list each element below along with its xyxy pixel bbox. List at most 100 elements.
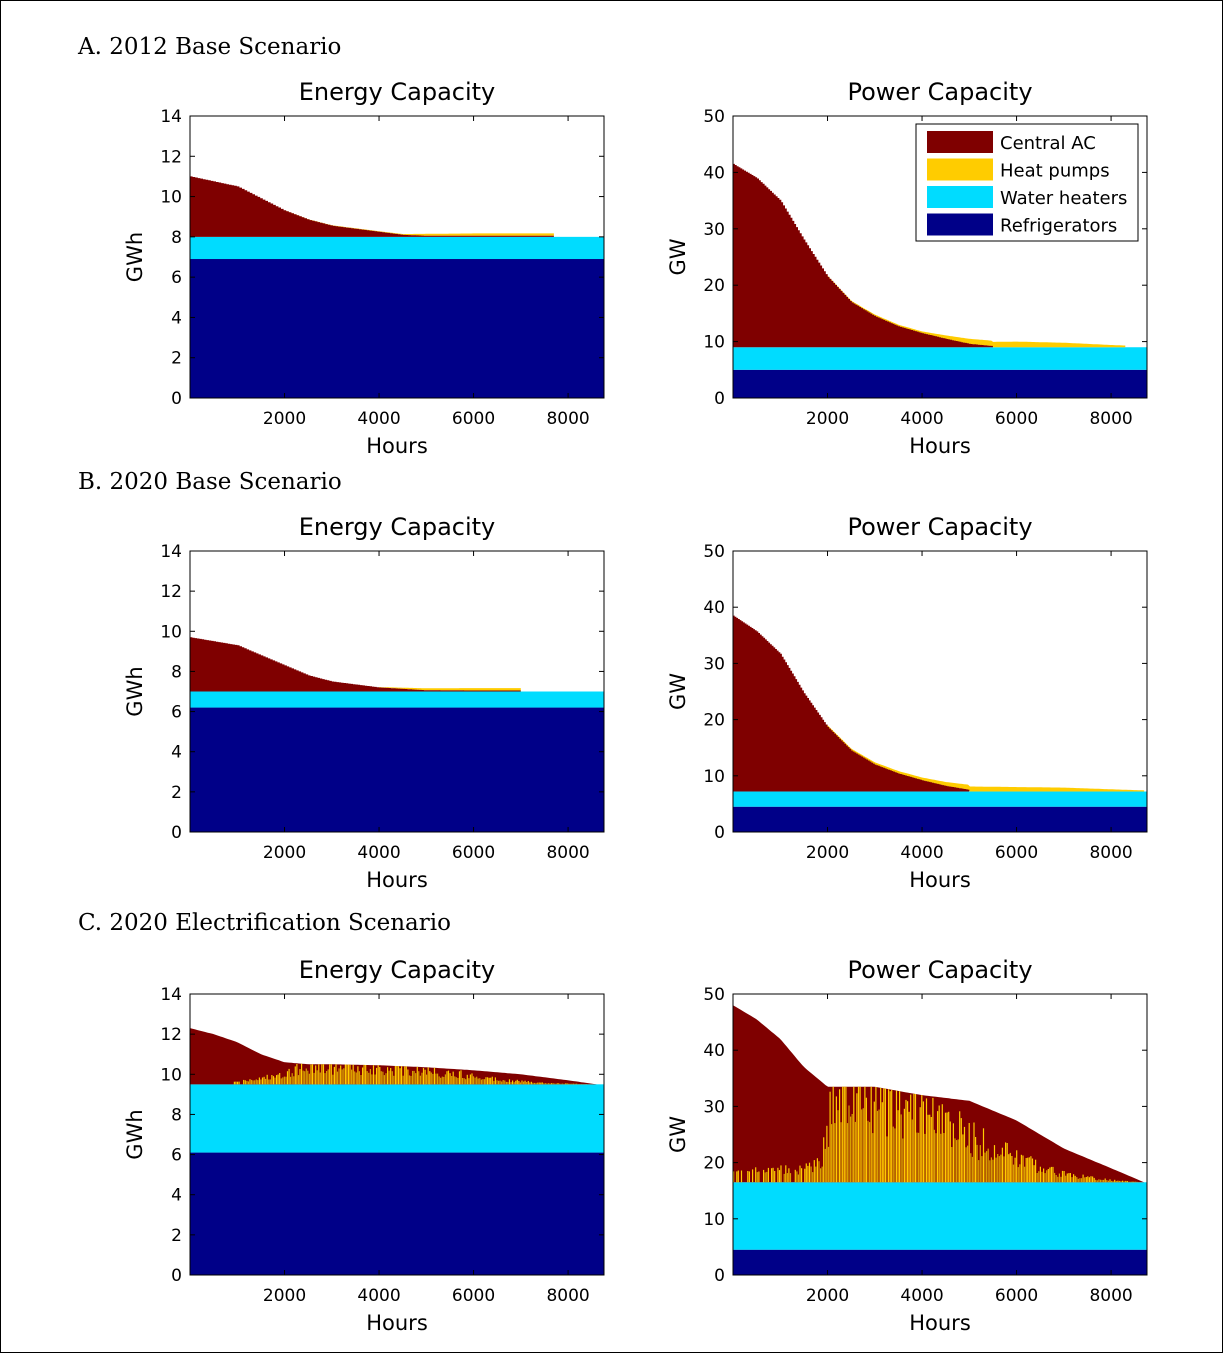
heat-pumps-sliver [444, 1074, 446, 1085]
heat-pumps-area [233, 1063, 593, 1085]
heat-pumps-sliver [1022, 1155, 1024, 1183]
heat-pumps-sliver [435, 1073, 437, 1085]
heat-pumps-sliver [834, 1123, 836, 1183]
heat-pumps-sliver [541, 1082, 543, 1085]
section-title-b: B. 2020 Base Scenario [78, 469, 342, 495]
heat-pumps-sliver [986, 1151, 988, 1183]
legend-swatch [927, 213, 993, 236]
heat-pumps-sliver [783, 1173, 785, 1183]
heat-pumps-sliver [415, 1073, 417, 1085]
heat-pumps-sliver [747, 1171, 749, 1183]
heat-pumps-sliver [516, 1079, 518, 1085]
heat-pumps-sliver [263, 1076, 265, 1085]
y-tick-label: 6 [171, 1146, 182, 1166]
heat-pumps-sliver [960, 1118, 962, 1183]
heat-pumps-sliver [360, 1075, 362, 1085]
heat-pumps-sliver [491, 1076, 493, 1085]
heat-pumps-sliver [357, 1066, 359, 1085]
x-tick-label: 6000 [995, 1286, 1038, 1306]
heat-pumps-sliver [1063, 1171, 1065, 1183]
heat-pumps-sliver [498, 1080, 500, 1085]
chart-title: Power Capacity [847, 78, 1032, 106]
heat-pumps-sliver [555, 1083, 557, 1085]
x-tick-label: 4000 [357, 843, 400, 863]
y-tick-label: 12 [160, 1025, 182, 1045]
heat-pumps-sliver [430, 1072, 432, 1085]
y-tick-label: 40 [703, 1041, 725, 1061]
heat-pumps-sliver [330, 1064, 332, 1085]
heat-pumps-sliver [523, 1081, 525, 1085]
heat-pumps-sliver [1082, 1174, 1084, 1183]
heat-pumps-area [733, 1086, 1143, 1183]
heat-pumps-sliver [401, 1066, 403, 1085]
heat-pumps-sliver [290, 1076, 292, 1085]
heat-pumps-sliver [870, 1086, 872, 1183]
central-ac-area [190, 176, 554, 237]
heat-pumps-sliver [935, 1133, 937, 1183]
heat-pumps-sliver [402, 1075, 404, 1085]
heat-pumps-sliver [1024, 1166, 1026, 1183]
x-tick-label: 6000 [452, 843, 495, 863]
chart-title: Energy Capacity [299, 956, 496, 984]
heat-pumps-sliver [1027, 1157, 1029, 1183]
heat-pumps-sliver [821, 1166, 823, 1183]
refrigerators-area [190, 259, 604, 398]
x-tick-label: 2000 [806, 843, 849, 863]
heat-pumps-sliver [474, 1077, 476, 1085]
x-tick-label: 4000 [900, 409, 943, 429]
heat-pumps-sliver [755, 1167, 757, 1183]
heat-pumps-sliver [998, 1156, 1000, 1183]
heat-pumps-sliver [785, 1165, 787, 1183]
heat-pumps-sliver [1096, 1180, 1098, 1183]
heat-pumps-sliver [1039, 1166, 1041, 1183]
heat-pumps-sliver [1126, 1181, 1128, 1183]
heat-pumps-sliver [1038, 1171, 1040, 1183]
heat-pumps-sliver [1128, 1181, 1130, 1183]
heat-pumps-sliver [1065, 1175, 1067, 1183]
heat-pumps-sliver [1011, 1156, 1013, 1183]
heat-pumps-sliver [321, 1064, 323, 1085]
heat-pumps-sliver [257, 1080, 259, 1085]
heat-pumps-sliver [813, 1160, 815, 1183]
water-heaters-area [190, 236, 604, 260]
x-axis-label: Hours [366, 434, 428, 458]
heat-pumps-sliver [347, 1064, 350, 1085]
heat-pumps-sliver [1101, 1179, 1103, 1183]
heat-pumps-sliver [563, 1083, 565, 1085]
heat-pumps-sliver [558, 1083, 561, 1085]
central-ac-area [733, 615, 970, 792]
heat-pumps-sliver [872, 1133, 874, 1183]
axes-box [189, 993, 605, 1276]
heat-pumps-sliver [565, 1083, 567, 1085]
heat-pumps-sliver [285, 1076, 287, 1085]
heat-pumps-sliver [1104, 1178, 1106, 1183]
heat-pumps-sliver [1073, 1174, 1075, 1183]
heat-pumps-sliver [326, 1071, 328, 1085]
heat-pumps-sliver [385, 1073, 387, 1085]
heat-pumps-sliver [254, 1080, 256, 1085]
heat-pumps-sliver [956, 1140, 958, 1183]
heat-pumps-sliver [376, 1067, 378, 1085]
heat-pumps-sliver [463, 1078, 465, 1085]
heat-pumps-sliver [976, 1144, 978, 1183]
heat-pumps-sliver [291, 1073, 293, 1085]
heat-pumps-sliver [899, 1091, 901, 1183]
y-tick-label: 0 [714, 1266, 725, 1286]
heat-pumps-sliver [1095, 1179, 1097, 1183]
heat-pumps-sliver [1114, 1179, 1116, 1183]
heat-pumps-sliver [831, 1124, 833, 1183]
heat-pumps-sliver [902, 1138, 904, 1183]
heat-pumps-sliver [508, 1079, 511, 1085]
heat-pumps-sliver [854, 1121, 856, 1183]
heat-pumps-sliver [429, 1071, 431, 1085]
heat-pumps-sliver [480, 1079, 482, 1085]
heat-pumps-sliver [341, 1069, 343, 1085]
central-ac-area [190, 1028, 597, 1085]
heat-pumps-sliver [311, 1064, 314, 1085]
heat-pumps-sliver [1131, 1181, 1133, 1183]
y-tick-label: 0 [714, 389, 725, 409]
heat-pumps-sliver [543, 1083, 545, 1085]
heat-pumps-sliver [846, 1123, 849, 1183]
heat-pumps-sliver [886, 1136, 888, 1183]
heat-pumps-sliver [922, 1101, 924, 1183]
